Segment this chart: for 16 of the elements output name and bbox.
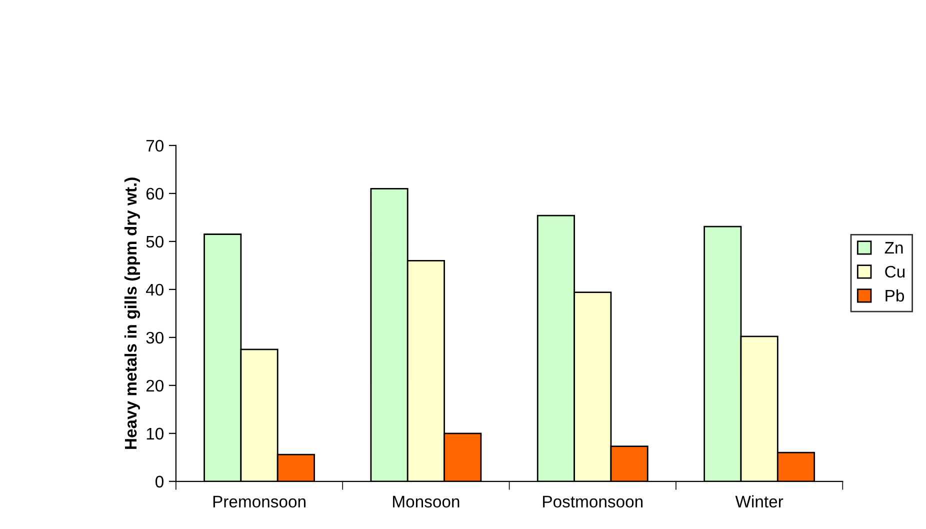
x-tick-label: Monsoon: [393, 496, 460, 508]
x-tick-label: Premonsoon: [213, 496, 306, 508]
y-tick-label: 10: [146, 428, 164, 440]
y-tick-label: 40: [146, 284, 164, 296]
y-tick-label: 30: [146, 332, 164, 344]
x-tick-label: Winter: [735, 495, 784, 508]
legend-label: Pb: [886, 289, 904, 302]
legend-label: Zn: [884, 242, 903, 254]
y-tick-label: 50: [146, 236, 164, 248]
y-tick-label: 60: [146, 188, 164, 200]
legend-label: Cu: [885, 266, 905, 278]
y-tick-label: 0: [156, 476, 164, 488]
y-axis-title: Heavy metals in gills (ppm dry wt.): [124, 178, 140, 449]
x-tick-label: Postmonsoon: [543, 496, 643, 508]
y-tick-label: 20: [146, 380, 164, 392]
y-tick-label: 70: [146, 140, 164, 152]
